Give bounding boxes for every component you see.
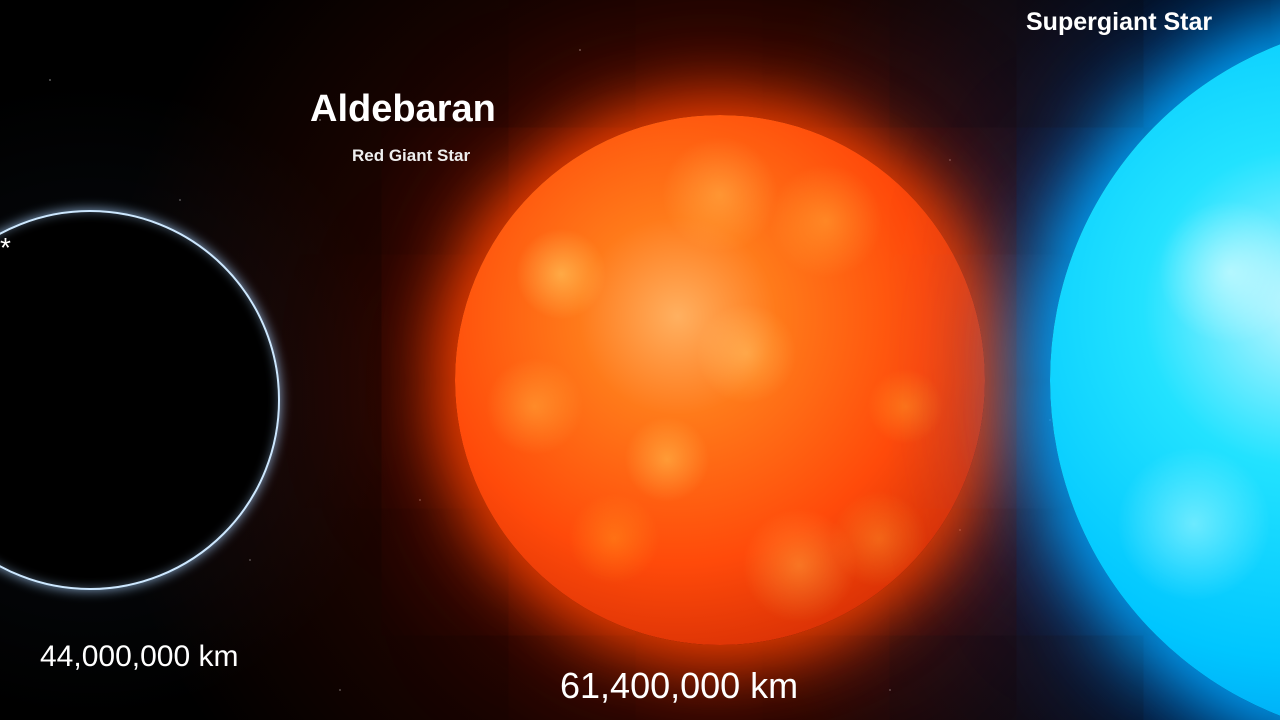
aldebaran-name: Aldebaran — [310, 88, 496, 131]
aldebaran-size-label: 61,400,000 km — [560, 665, 798, 707]
star-comparison-scene: * 44,000,000 km Aldebaran Red Giant Star… — [0, 0, 1280, 720]
left-star-marker: * — [0, 232, 11, 264]
aldebaran-sphere — [455, 115, 985, 645]
left-star-size-label: 44,000,000 km — [40, 640, 238, 674]
supergiant-subtitle: Supergiant Star — [1026, 8, 1212, 37]
aldebaran-subtitle: Red Giant Star — [352, 146, 470, 166]
